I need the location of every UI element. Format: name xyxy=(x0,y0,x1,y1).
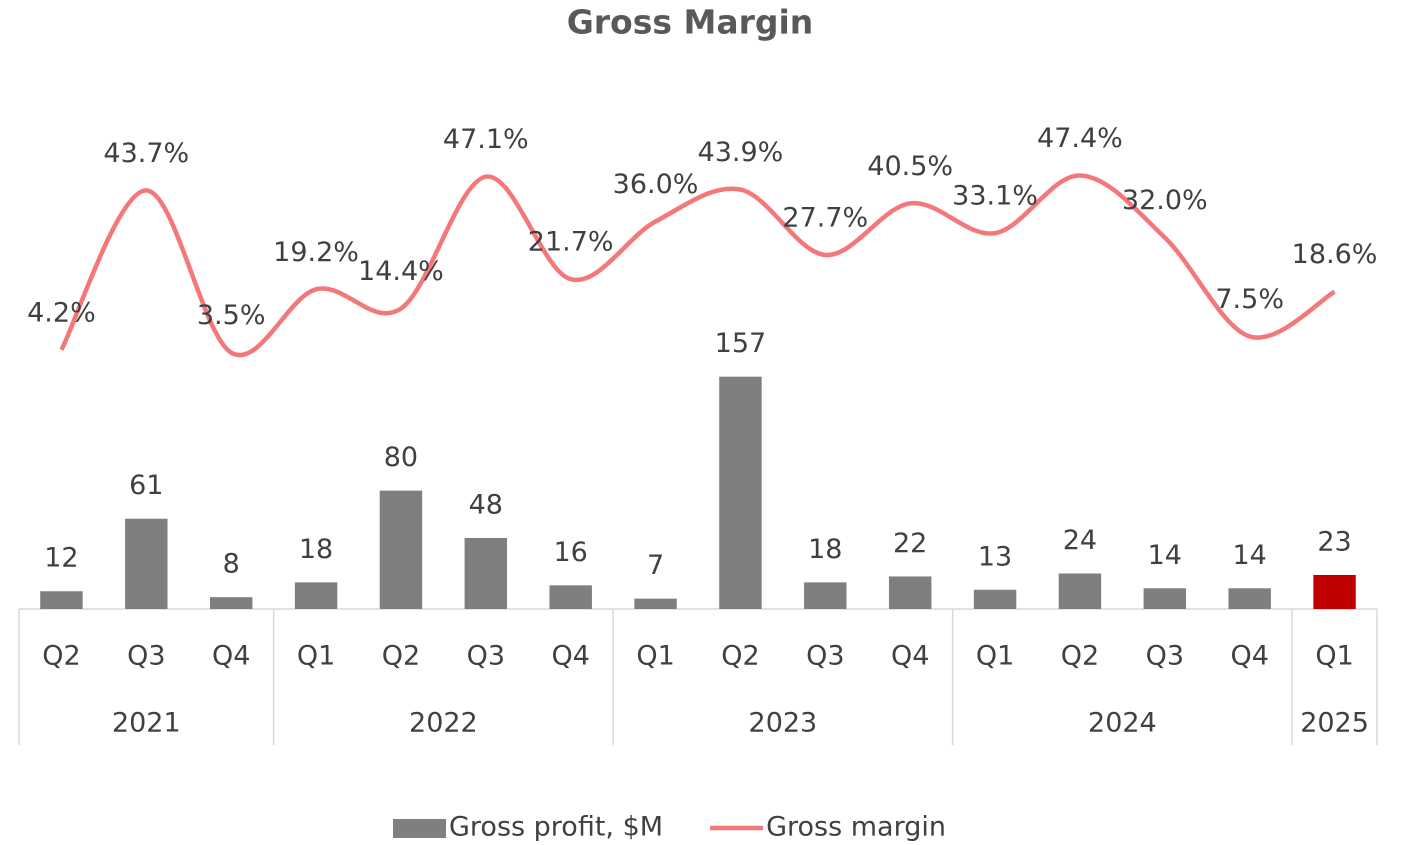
x-tick-label: Q3 xyxy=(467,641,505,672)
line-label: 36.0% xyxy=(613,169,699,200)
line-label: 40.5% xyxy=(867,151,953,182)
line-label: 43.9% xyxy=(698,137,784,168)
chart-title: Gross Margin xyxy=(567,3,814,42)
bar-label: 8 xyxy=(223,549,240,580)
group-label: 2025 xyxy=(1300,708,1369,739)
line-label: 14.4% xyxy=(358,256,444,287)
x-tick-label: Q4 xyxy=(1230,641,1268,672)
bar xyxy=(973,589,1017,609)
x-tick-label: Q3 xyxy=(806,641,844,672)
bar-label: 61 xyxy=(129,470,163,501)
bar-label: 14 xyxy=(1148,540,1182,571)
line-label: 27.7% xyxy=(782,202,868,233)
line-label: 47.4% xyxy=(1037,123,1123,154)
bar xyxy=(1228,588,1271,609)
bar xyxy=(888,576,932,609)
line-label: 7.5% xyxy=(1215,284,1284,315)
line-label: 4.2% xyxy=(27,297,96,328)
x-tick-label: Q4 xyxy=(551,641,589,672)
x-tick-label: Q3 xyxy=(127,641,165,672)
line-label: 3.5% xyxy=(197,300,266,331)
x-tick-label: Q4 xyxy=(212,641,250,672)
bar xyxy=(379,490,423,609)
line-label: 32.0% xyxy=(1122,185,1208,216)
line-label: 33.1% xyxy=(952,181,1038,212)
bar xyxy=(40,591,83,609)
bar-label: 18 xyxy=(808,534,842,565)
line-label: 21.7% xyxy=(528,227,614,258)
x-tick-label: Q2 xyxy=(1061,641,1099,672)
bar xyxy=(294,582,338,609)
group-label: 2021 xyxy=(112,708,181,739)
x-tick-label: Q2 xyxy=(721,641,759,672)
bar xyxy=(125,518,168,609)
x-tick-label: Q1 xyxy=(976,641,1014,672)
bar xyxy=(1143,588,1187,609)
group-label: 2024 xyxy=(1088,708,1157,739)
x-tick-label: Q2 xyxy=(42,641,80,672)
bar-label: 80 xyxy=(384,442,418,473)
line xyxy=(59,173,1336,358)
bar-label: 24 xyxy=(1063,525,1097,556)
group-label: 2022 xyxy=(409,708,478,739)
x-tick-label: Q1 xyxy=(636,641,674,672)
bar-label: 18 xyxy=(299,534,333,565)
bar xyxy=(634,598,677,609)
x-tick-label: Q1 xyxy=(1315,641,1353,672)
x-tick-label: Q4 xyxy=(891,641,929,672)
bar-label: 7 xyxy=(647,550,664,581)
bar xyxy=(1313,574,1356,609)
bar xyxy=(209,597,253,609)
bar-label: 48 xyxy=(469,489,503,520)
line-label: 19.2% xyxy=(273,237,359,268)
line-label: 47.1% xyxy=(443,124,529,155)
group-label: 2023 xyxy=(749,708,818,739)
bar xyxy=(464,537,508,609)
bar-label: 22 xyxy=(893,528,927,559)
bar-label: 157 xyxy=(715,328,767,359)
bar xyxy=(1058,573,1102,609)
legend-label: Gross margin xyxy=(766,812,946,843)
bar xyxy=(549,585,592,609)
x-tick-label: Q1 xyxy=(297,641,335,672)
bar-label: 16 xyxy=(554,537,588,568)
legend-swatch xyxy=(393,819,446,838)
bar-label: 12 xyxy=(44,543,78,574)
bar xyxy=(804,582,847,609)
x-tick-label: Q2 xyxy=(382,641,420,672)
line-label: 18.6% xyxy=(1292,239,1378,270)
legend-label: Gross profit, $M xyxy=(449,812,663,843)
bar-label: 13 xyxy=(978,541,1012,572)
bar-label: 14 xyxy=(1233,540,1267,571)
bar xyxy=(719,376,762,609)
bar-label: 23 xyxy=(1317,526,1351,557)
x-tick-label: Q3 xyxy=(1146,641,1184,672)
line-label: 43.7% xyxy=(103,138,189,169)
